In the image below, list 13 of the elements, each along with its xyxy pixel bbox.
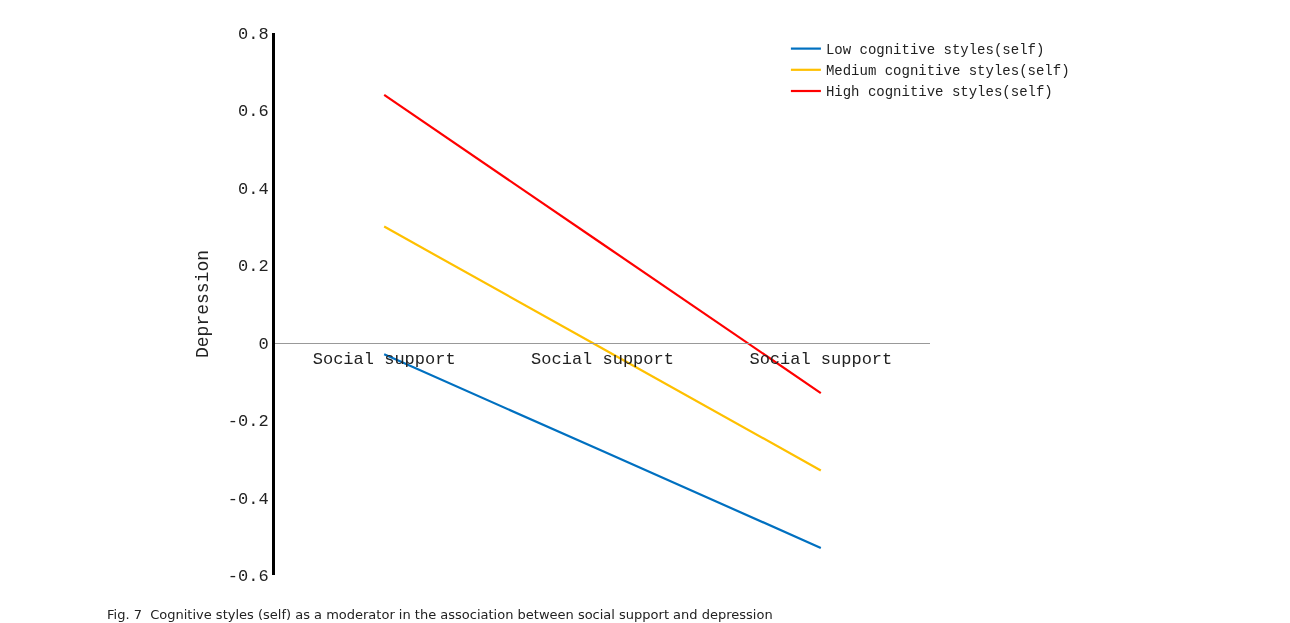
legend-label: Medium cognitive styles(self): [825, 63, 1070, 80]
y-tick-label: 0: [258, 334, 269, 354]
y-tick-label: 0.4: [237, 179, 269, 199]
y-tick-label: 0.2: [237, 257, 269, 277]
y-tick-label: 0.6: [237, 102, 269, 122]
legend-label: High cognitive styles(self): [825, 84, 1053, 101]
legend-label: Low cognitive styles(self): [825, 42, 1045, 59]
y-tick-label: -0.4: [227, 489, 269, 509]
caption: Fig. 7 Cognitive styles (self) as a moderator in the association between social support and depression: [107, 607, 773, 622]
y-tick-label: 0.8: [237, 24, 269, 44]
y-axis-title: Depression: [192, 249, 213, 359]
y-tick-label: -0.2: [227, 412, 269, 432]
y-tick-label: -0.6: [227, 566, 269, 586]
